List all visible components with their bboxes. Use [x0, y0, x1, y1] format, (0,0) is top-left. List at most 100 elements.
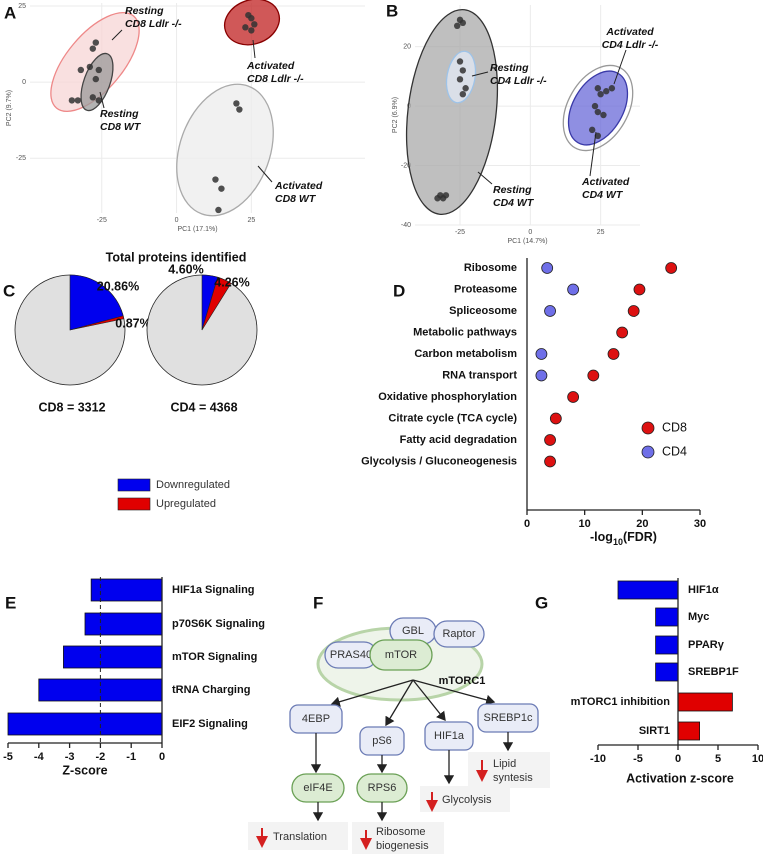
category-label: PPARγ [688, 639, 725, 651]
arrow [385, 679, 414, 727]
x-tick-label: 25 [247, 217, 255, 224]
panel-letter: E [5, 593, 16, 612]
y-tick-label: -25 [16, 155, 26, 162]
bar [7, 712, 163, 736]
annotation: Activated CD4 WT [581, 176, 630, 201]
point [92, 39, 100, 46]
legend-label: CD8 [662, 420, 687, 434]
x-tick-label: 25 [597, 229, 605, 236]
annotation-line-text: CD8 Ldlr -/- [247, 73, 304, 85]
node-label: GBL [402, 625, 424, 637]
node-label: 4EBP [302, 713, 330, 725]
x-tick-label: 0 [528, 229, 532, 236]
point [233, 100, 240, 107]
x-tick-label: -4 [34, 751, 45, 763]
legend-label: Downregulated [156, 479, 230, 491]
node [369, 639, 433, 671]
x-tick-label: 10 [579, 518, 591, 530]
x-axis-label-part: -log [590, 530, 613, 544]
point [248, 27, 255, 34]
point [218, 185, 225, 192]
cluster-ellipse [405, 8, 499, 216]
point [597, 90, 604, 98]
category-label: HIF1a Signaling [172, 584, 255, 596]
x-tick-label: -5 [633, 753, 643, 765]
dot [544, 305, 556, 317]
bar [84, 612, 163, 636]
x-tick-label: 0 [675, 753, 681, 765]
category-label: Fatty acid degradation [400, 434, 518, 446]
x-tick-label: -5 [3, 751, 13, 763]
annotation-line-text: CD4 Ldlr -/- [602, 39, 659, 51]
outcome-label: Ribosome biogenesis [376, 826, 429, 852]
x-axis-label-part: 10 [613, 537, 623, 547]
dot [665, 262, 678, 274]
bar [677, 721, 701, 741]
point [442, 192, 450, 199]
annotation-line [99, 91, 105, 109]
point [456, 58, 464, 65]
annotation-line [477, 171, 493, 185]
category-label: Carbon metabolism [414, 348, 517, 360]
legend-swatch [117, 478, 151, 492]
node-label: pS6 [372, 735, 392, 747]
annotation: Resting CD4 WT [493, 184, 535, 209]
category-label: Ribosome [464, 262, 517, 274]
category-label: SIRT1 [639, 725, 670, 737]
bar [655, 607, 679, 627]
point [242, 24, 249, 31]
value-label: 0.87% [115, 316, 150, 330]
node [433, 620, 485, 648]
x-tick-label: 0 [524, 518, 530, 530]
node-label: mTOR [385, 649, 417, 661]
y-axis-label: PC2 (9.7%) [6, 90, 13, 126]
category-label: Citrate cycle (TCA cycle) [388, 412, 517, 424]
dot [535, 369, 548, 382]
point [77, 66, 85, 74]
panel-letter: B [386, 1, 398, 20]
y-tick-label: 20 [403, 43, 411, 50]
annotation-line-text: Activated [246, 60, 295, 72]
annotation: Resting CD8 Ldlr -/- [125, 5, 182, 30]
bar [617, 580, 679, 600]
x-tick-label: 10 [752, 753, 763, 765]
x-tick-label: 30 [694, 518, 706, 530]
point [588, 126, 596, 134]
category-label: SREBP1F [688, 666, 739, 678]
annotation-line-text: CD8 WT [275, 193, 317, 205]
pie-slice [201, 276, 232, 331]
legend-swatch [117, 497, 151, 511]
arrow [412, 679, 496, 705]
annotation-line-text: Activated [274, 180, 323, 192]
point [603, 88, 610, 95]
annotation-line [589, 131, 597, 177]
annotation-line [111, 29, 123, 41]
point [459, 19, 467, 27]
category-label: RNA transport [442, 369, 517, 381]
panel-letter: G [535, 593, 548, 612]
bar [677, 692, 733, 712]
value-label: 4.26% [214, 275, 249, 289]
x-tick-label: 20 [636, 518, 648, 530]
x-axis-label-part: (FDR) [623, 530, 657, 544]
point [594, 108, 602, 116]
cluster-ellipse [562, 64, 634, 152]
annotation-line-text: Activated [605, 26, 654, 38]
legend-marker [641, 445, 655, 459]
complex-name: mTORC1 [439, 675, 486, 687]
bar [655, 635, 679, 655]
dot [633, 283, 646, 296]
x-axis-label: Activation z-score [626, 771, 734, 785]
bar [90, 578, 163, 602]
point [434, 195, 441, 202]
x-tick-label: 0 [159, 751, 165, 763]
dot [567, 391, 580, 403]
annotation-line [252, 39, 256, 59]
x-tick-label: -1 [126, 751, 136, 763]
dot [627, 305, 640, 317]
dot [541, 262, 554, 274]
category-label: Myc [688, 611, 709, 623]
point [248, 15, 255, 22]
annotation-line-text: CD4 WT [582, 189, 624, 201]
y-tick-label: 0 [22, 79, 26, 86]
